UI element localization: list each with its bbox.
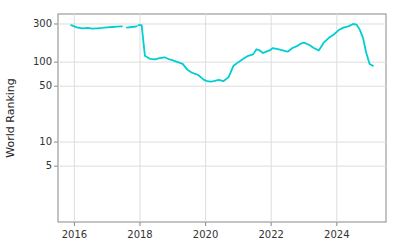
x-tick-label: 2016	[62, 229, 87, 240]
y-tick	[54, 62, 58, 63]
y-tick	[54, 166, 58, 167]
x-tick	[140, 222, 141, 226]
x-grid-line	[336, 14, 337, 222]
axes: 5 10 50 100 300 2016 2018 2020 2022 2024	[33, 18, 350, 240]
y-tick-label: 50	[39, 80, 52, 91]
x-grid-line	[205, 14, 206, 222]
plot-area	[71, 24, 373, 82]
chart: 5 10 50 100 300 2016 2018 2020 2022 2024 World Ran…	[0, 0, 400, 250]
x-tick-label: 2022	[258, 229, 283, 240]
y-tick-label: 5	[46, 160, 52, 171]
x-tick	[271, 222, 272, 226]
x-grid-line	[140, 14, 141, 222]
y-tick	[54, 23, 58, 24]
plot-frame	[58, 14, 386, 222]
y-tick	[54, 142, 58, 143]
x-tick-label: 2024	[324, 229, 349, 240]
ranking-line	[71, 24, 373, 82]
y-tick	[54, 86, 58, 87]
x-tick	[336, 222, 337, 226]
y-tick-label: 100	[33, 56, 52, 67]
x-tick	[74, 222, 75, 226]
x-tick	[205, 222, 206, 226]
y-tick-label: 10	[39, 136, 52, 147]
y-tick-label: 300	[33, 18, 52, 29]
x-tick-label: 2018	[127, 229, 152, 240]
x-tick-label: 2020	[193, 229, 218, 240]
x-grid-line	[271, 14, 272, 222]
y-axis-label: World Ranking	[4, 78, 17, 158]
grid	[58, 14, 386, 222]
x-grid-line	[74, 14, 75, 222]
